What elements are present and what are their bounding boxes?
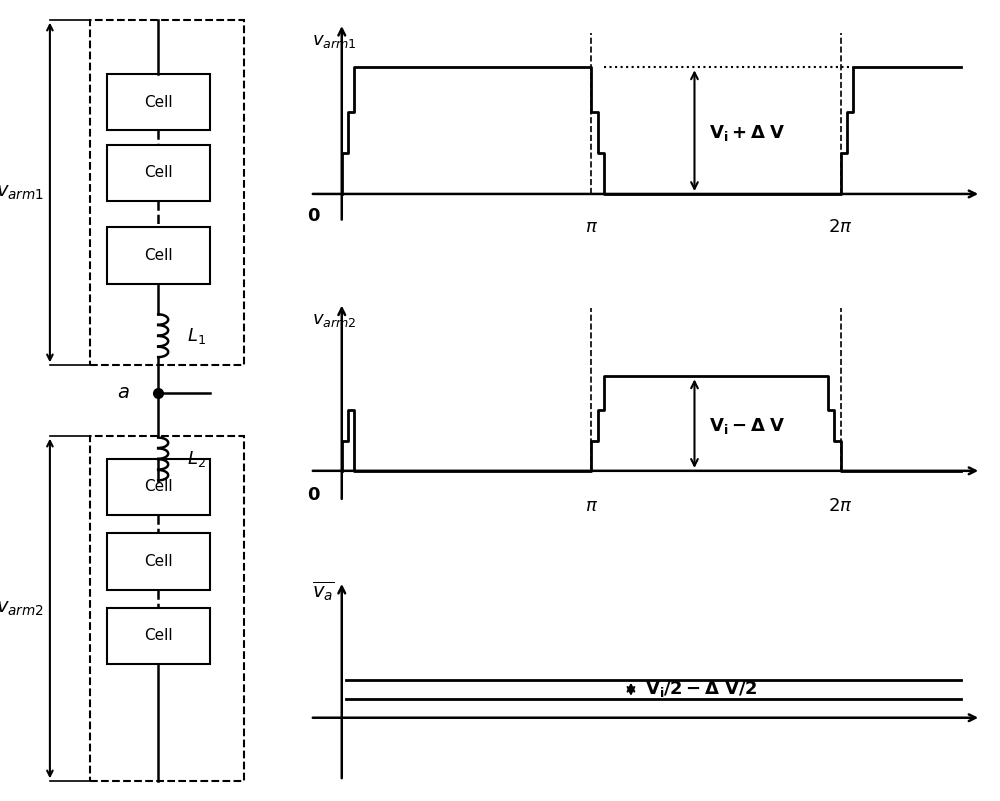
Bar	[107, 145, 210, 201]
Text: $\mathbf{V_i-\Delta\ V}$: $\mathbf{V_i-\Delta\ V}$	[709, 416, 785, 436]
Text: $2\pi$: $2\pi$	[828, 218, 853, 235]
Bar	[107, 459, 210, 515]
Text: $\mathbf{0}$: $\mathbf{0}$	[307, 486, 321, 504]
Text: Cell: Cell	[144, 479, 173, 494]
Text: $\mathbf{0}$: $\mathbf{0}$	[307, 207, 321, 225]
Text: $a$: $a$	[117, 383, 130, 402]
Text: $\pi$: $\pi$	[585, 218, 598, 235]
Bar	[107, 227, 210, 284]
Bar	[107, 74, 210, 131]
Text: $v_{arm1}$: $v_{arm1}$	[0, 183, 44, 202]
Text: $L_2$: $L_2$	[187, 449, 205, 469]
Bar	[107, 608, 210, 664]
Text: $v_{arm2}$: $v_{arm2}$	[0, 599, 44, 618]
Text: $\mathbf{V_i/2 -\Delta\ V/2}$: $\mathbf{V_i/2 -\Delta\ V/2}$	[645, 679, 757, 699]
Text: Cell: Cell	[144, 248, 173, 263]
Text: $v_{arm2}$: $v_{arm2}$	[312, 311, 356, 329]
Text: $\mathbf{V_i+\Delta\ V}$: $\mathbf{V_i+\Delta\ V}$	[709, 123, 785, 143]
Text: Cell: Cell	[144, 165, 173, 180]
Text: $\overline{v_a}$: $\overline{v_a}$	[312, 579, 334, 603]
Text: $\pi$: $\pi$	[585, 497, 598, 514]
Text: $L_1$: $L_1$	[187, 326, 206, 346]
Text: Cell: Cell	[144, 629, 173, 643]
Text: $2\pi$: $2\pi$	[828, 497, 853, 514]
Text: $v_{arm1}$: $v_{arm1}$	[312, 31, 356, 50]
Text: Cell: Cell	[144, 95, 173, 110]
Text: Cell: Cell	[144, 554, 173, 569]
Bar	[107, 533, 210, 590]
